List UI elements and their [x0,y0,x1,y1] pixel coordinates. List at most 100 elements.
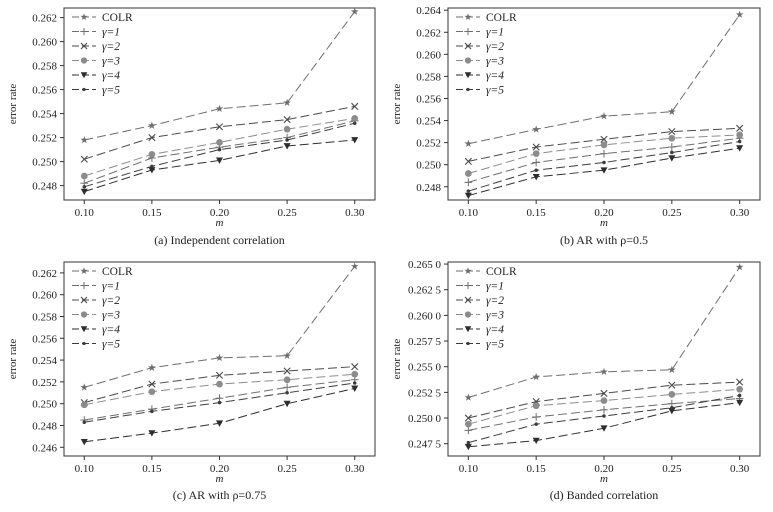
panel-caption: (c) AR with ρ=0.75 [173,488,266,502]
data-point-dot [217,400,222,405]
legend-marker-dot [82,87,86,92]
data-point-plus [667,143,676,151]
x-tick-label: 0.10 [459,207,479,219]
y-tick-label: 0.252 [416,138,441,150]
data-point-x-d2 [283,116,291,124]
data-point-x-d2 [148,134,156,142]
data-point-x [736,124,744,132]
x-tick-label: 0.25 [662,463,682,475]
legend-label: γ=3 [486,310,504,322]
data-point-triangle-down [351,137,359,144]
data-point-circle [736,385,744,393]
series-gamma-4 [464,399,744,451]
legend-label: γ=4 [102,324,120,336]
data-point-dot [534,168,538,172]
data-point-dot [217,147,222,152]
y-tick-label: 0.260 [416,49,441,61]
data-point-circle [216,139,223,146]
legend-item: γ=1 [72,27,120,39]
legend-marker-x [464,296,472,304]
data-point-star [532,125,540,133]
series-line [84,266,356,388]
panel-caption: (a) Independent correlation [154,233,285,247]
y-axis-label: error rate [7,339,19,380]
legend-label: γ=2 [486,295,504,307]
x-tick-label: 0.20 [210,463,230,475]
data-point-x-d2 [80,155,88,163]
chart-panel-c: 0.246 0.248 0.250 0.252 0.254 0.256 0.258 0.260… [7,261,376,502]
data-point-star [668,365,676,374]
series-line [84,122,355,188]
legend-marker-star [80,267,88,275]
data-point-circle [80,401,88,409]
legend-item: γ=3 [456,310,504,322]
series-line [84,117,355,177]
legend-marker-dot [82,341,86,346]
legend-item: γ=5 [72,339,120,351]
legend-marker-x-d2 [80,296,88,304]
series-gamma-2 [80,363,359,407]
legend-marker-dot [466,87,470,92]
legend-marker-star [464,13,472,21]
data-point-x [351,363,359,371]
legend-item: γ=4 [456,70,504,82]
data-point-x-d2 [464,414,472,422]
legend-marker-star [80,13,88,21]
y-tick-label: 0.258 [32,61,57,73]
chart-panel-d: 0.247 5 0.250 0 0.252 5 0.255 0 0.257 5 0.260… [391,259,761,502]
y-tick-label: 0.260 [32,37,57,49]
x-tick-label: 0.30 [730,207,750,219]
data-point-x-d2 [148,380,156,388]
x-tick-label: 0.30 [345,463,365,475]
legend-label: γ=1 [486,27,504,39]
x-tick-label: 0.20 [210,207,230,219]
legend-label: COLR [486,266,517,278]
data-point-triangle-down [215,420,224,427]
legend-label: γ=5 [486,339,504,351]
data-point-x [532,143,540,151]
data-point-star [600,367,608,376]
series-line [84,105,355,160]
x-tick-label: 0.15 [527,463,547,475]
legend-label: γ=2 [102,41,120,53]
legend-item: γ=4 [456,324,504,336]
legend-item: γ=1 [456,281,504,293]
data-point-x [215,371,224,379]
y-tick-label: 0.250 [32,399,57,411]
series-gamma-3 [80,115,359,180]
y-tick-label: 0.247 5 [408,439,442,451]
y-tick-label: 0.250 [416,160,441,172]
legend-label: γ=4 [486,324,504,336]
data-point-star [283,98,291,107]
data-point-x [148,380,156,388]
data-point-dot [82,185,87,189]
data-point-x [668,381,676,389]
series-gamma-3 [464,131,744,177]
series-gamma-4 [80,385,359,446]
y-tick-label: 0.262 [32,268,57,280]
data-point-circle [532,150,540,158]
y-tick-label: 0.246 [32,442,57,454]
legend-label: COLR [102,266,133,278]
data-point-triangle-down [80,188,88,196]
data-point-x-d2 [351,102,359,110]
legend-item: COLR [456,266,517,278]
data-point-plus [464,178,473,187]
data-point-triangle-down [148,430,156,437]
data-point-circle [464,420,472,428]
series-gamma-3 [80,370,359,409]
legend-item: γ=4 [72,70,120,82]
legend-item: γ=3 [456,56,504,68]
legend-item: γ=1 [72,281,120,293]
legend-item: γ=2 [456,41,504,53]
data-point-x [351,102,359,110]
y-tick-label: 0.254 [416,116,441,128]
legend-marker-circle [464,57,472,64]
legend-label: COLR [102,12,133,24]
legend-item: γ=3 [72,310,120,322]
data-point-x-d2 [600,389,608,397]
data-point-triangle-down [283,143,291,150]
data-point-star [600,112,608,120]
